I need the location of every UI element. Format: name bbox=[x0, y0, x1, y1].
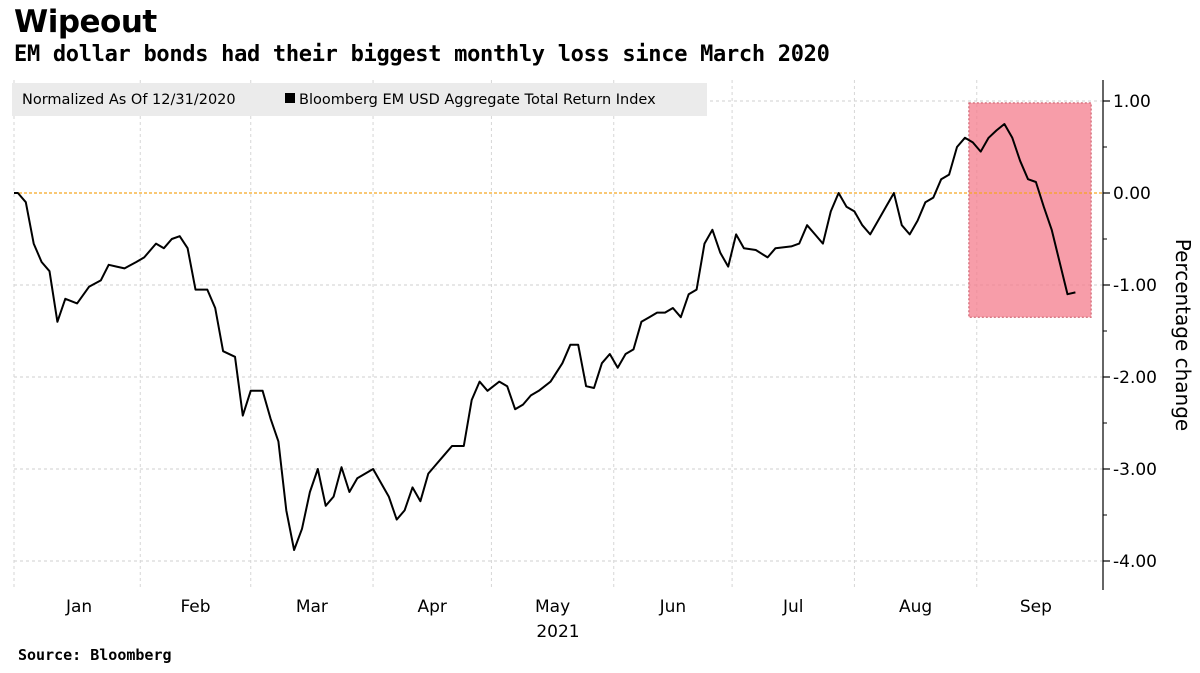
x-tick-label: Apr bbox=[418, 597, 447, 617]
series-line bbox=[14, 123, 1076, 551]
chart-title: Wipeout bbox=[14, 4, 157, 40]
x-tick-label: Feb bbox=[180, 597, 210, 617]
legend-swatch bbox=[285, 93, 295, 103]
grid bbox=[13, 80, 1103, 590]
x-tick-label: Jul bbox=[782, 597, 804, 617]
legend-background bbox=[12, 83, 707, 116]
x-tick-label: Mar bbox=[296, 597, 328, 617]
chart-subtitle: EM dollar bonds had their biggest monthl… bbox=[14, 42, 830, 67]
x-tick-label: Jun bbox=[659, 597, 687, 617]
x-year-label: 2021 bbox=[536, 622, 579, 642]
legend-series-label: Bloomberg EM USD Aggregate Total Return … bbox=[299, 92, 656, 108]
y-tick-label: -1.00 bbox=[1113, 276, 1157, 296]
series bbox=[14, 123, 1076, 551]
y-tick-label: 1.00 bbox=[1113, 92, 1151, 112]
y-tick-label: -4.00 bbox=[1113, 552, 1157, 572]
x-tick-label: May bbox=[535, 597, 570, 617]
y-tick-label: 0.00 bbox=[1113, 184, 1151, 204]
x-axis: Jan Feb Mar Apr May Jun Jul Aug Sep bbox=[65, 597, 1052, 617]
y-axis-label: Percentage change bbox=[1171, 239, 1195, 431]
y-tick-label: -2.00 bbox=[1113, 368, 1157, 388]
x-tick-label: Aug bbox=[899, 597, 932, 617]
x-tick-label: Jan bbox=[65, 597, 92, 617]
legend-normalization-note: Normalized As Of 12/31/2020 bbox=[22, 92, 236, 108]
highlight-rect bbox=[968, 102, 1092, 318]
highlight-region bbox=[968, 102, 1092, 318]
y-axis: 1.00 0.00 -1.00 -2.00 -3.00 -4.00 bbox=[1102, 80, 1157, 590]
source-note: Source: Bloomberg bbox=[18, 646, 172, 664]
x-tick-label: Sep bbox=[1020, 597, 1052, 617]
y-tick-label: -3.00 bbox=[1113, 460, 1157, 480]
